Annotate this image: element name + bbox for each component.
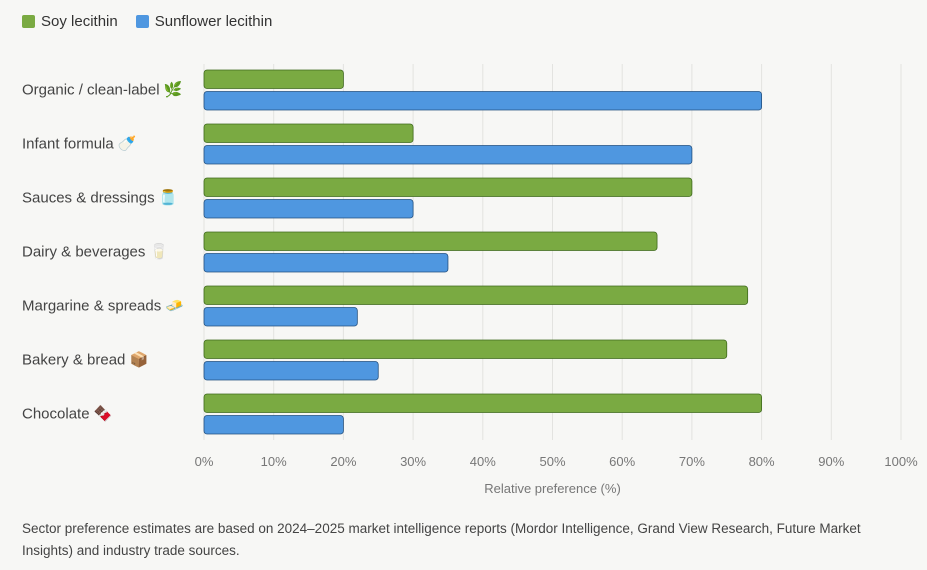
x-tick-label: 80%	[749, 454, 775, 469]
x-tick-label: 20%	[330, 454, 356, 469]
bar-sunflower	[203, 199, 414, 219]
bar-sunflower	[203, 361, 379, 381]
legend-item-soy[interactable]: Soy lecithin	[22, 13, 118, 30]
legend-label-soy: Soy lecithin	[41, 13, 118, 30]
x-tick-label: 90%	[818, 454, 844, 469]
legend-swatch-soy	[22, 15, 35, 28]
legend-swatch-sunflower	[135, 15, 149, 28]
bar-soy	[203, 69, 344, 89]
legend-item-sunflower[interactable]: Sunflower lecithin	[135, 13, 273, 30]
bar-sunflower	[203, 415, 344, 435]
x-tick-label: 30%	[400, 454, 426, 469]
bar-sunflower	[203, 253, 449, 273]
category-label: Infant formula 🍼	[22, 135, 137, 153]
bar-soy	[203, 177, 693, 197]
bar-soy	[203, 393, 762, 413]
x-tick-label: 70%	[679, 454, 705, 469]
bar-sunflower	[203, 91, 762, 111]
bar-soy	[203, 339, 728, 359]
bar-soy	[203, 231, 658, 251]
x-tick-label: 50%	[539, 454, 565, 469]
x-tick-label: 60%	[609, 454, 635, 469]
bar-soy	[203, 123, 414, 143]
category-label: Margarine & spreads 🧈	[22, 298, 184, 315]
chart-footnote: Sector preference estimates are based on…	[22, 521, 861, 558]
bar-soy	[203, 285, 749, 305]
chart-legend: Soy lecithin Sunflower lecithin	[22, 13, 272, 30]
category-label: Dairy & beverages 🥛	[22, 243, 168, 261]
legend-label-sunflower: Sunflower lecithin	[154, 13, 273, 30]
x-tick-label: 40%	[470, 454, 496, 469]
x-axis-title: Relative preference (%)	[484, 481, 621, 496]
bar-sunflower	[203, 307, 358, 327]
bar-chart-plot: 0% 10% 20% 30% 40% 50% 60% 70% 80% 90% 100% Relativ…	[22, 64, 918, 496]
category-label: Sauces & dressings 🫙	[22, 189, 177, 207]
x-tick-label: 10%	[261, 454, 287, 469]
category-label: Chocolate 🍫	[22, 405, 112, 423]
category-label: Bakery & bread 📦	[22, 351, 148, 369]
bar-sunflower	[203, 145, 693, 165]
x-tick-label: 100%	[884, 454, 918, 469]
x-tick-label: 0%	[195, 454, 214, 469]
category-label: Organic / clean-label 🌿	[22, 81, 182, 99]
